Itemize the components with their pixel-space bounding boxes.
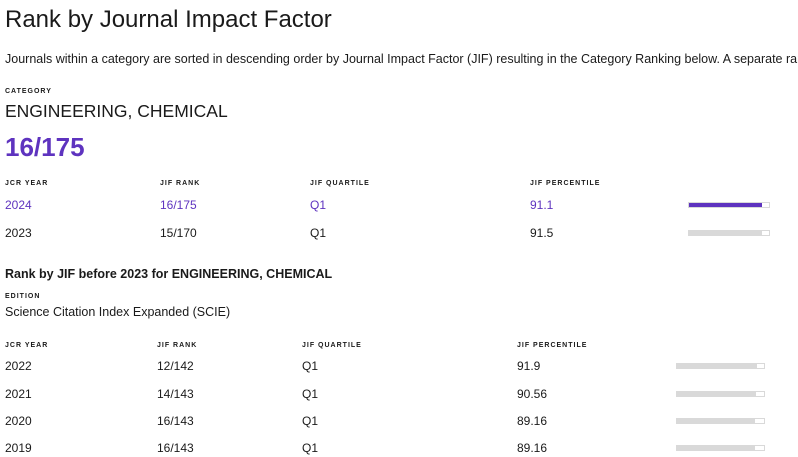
column-header: JCR YEAR bbox=[5, 342, 49, 349]
percentile-bar-fill bbox=[689, 231, 763, 235]
cell-rank: 16/143 bbox=[157, 414, 194, 428]
page-title: Rank by Journal Impact Factor bbox=[5, 6, 332, 33]
section-heading: Rank by JIF before 2023 for ENGINEERING,… bbox=[5, 267, 333, 281]
column-header: JIF PERCENTILE bbox=[517, 342, 588, 349]
cell-rank: 16/143 bbox=[157, 441, 194, 455]
percentile-bar-fill bbox=[677, 446, 755, 450]
cell-year: 2024 bbox=[5, 198, 32, 212]
cell-rank: 15/170 bbox=[160, 226, 197, 240]
cell-quartile: Q1 bbox=[302, 359, 319, 373]
percentile-bar bbox=[676, 445, 765, 451]
cell-percentile: 89.16 bbox=[517, 414, 548, 428]
cell-quartile: Q1 bbox=[310, 226, 327, 240]
cell-rank: 16/175 bbox=[160, 198, 197, 212]
cell-rank: 12/142 bbox=[157, 359, 194, 373]
cell-rank: 14/143 bbox=[157, 387, 194, 401]
edition-label: EDITION bbox=[5, 293, 41, 300]
category-name: ENGINEERING, CHEMICAL bbox=[5, 101, 228, 121]
cell-percentile: 91.1 bbox=[530, 198, 554, 212]
percentile-bar-fill bbox=[677, 364, 757, 368]
column-header: JCR YEAR bbox=[5, 180, 49, 187]
column-header: JIF PERCENTILE bbox=[530, 180, 601, 187]
cell-percentile: 91.5 bbox=[530, 226, 554, 240]
cell-year: 2019 bbox=[5, 441, 32, 455]
cell-quartile: Q1 bbox=[310, 198, 327, 212]
cell-quartile: Q1 bbox=[302, 441, 319, 455]
cell-quartile: Q1 bbox=[302, 414, 319, 428]
percentile-bar bbox=[676, 363, 765, 369]
percentile-bar bbox=[688, 202, 770, 208]
category-label: CATEGORY bbox=[5, 88, 52, 95]
column-header: JIF QUARTILE bbox=[310, 180, 370, 187]
cell-year: 2023 bbox=[5, 226, 32, 240]
cell-percentile: 89.16 bbox=[517, 441, 548, 455]
column-header: JIF RANK bbox=[160, 180, 201, 187]
cell-percentile: 90.56 bbox=[517, 387, 548, 401]
percentile-bar-fill bbox=[689, 203, 762, 207]
edition-name: Science Citation Index Expanded (SCIE) bbox=[5, 305, 231, 319]
percentile-bar bbox=[688, 230, 770, 236]
cell-year: 2020 bbox=[5, 414, 32, 428]
description: Journals within a category are sorted in… bbox=[5, 52, 798, 66]
column-header: JIF RANK bbox=[157, 342, 198, 349]
cell-year: 2022 bbox=[5, 359, 32, 373]
percentile-bar-fill bbox=[677, 419, 755, 423]
cell-year: 2021 bbox=[5, 387, 32, 401]
percentile-bar bbox=[676, 418, 765, 424]
percentile-bar bbox=[676, 391, 765, 397]
cell-percentile: 91.9 bbox=[517, 359, 541, 373]
cell-quartile: Q1 bbox=[302, 387, 319, 401]
column-header: JIF QUARTILE bbox=[302, 342, 362, 349]
percentile-bar-fill bbox=[677, 392, 756, 396]
current-rank: 16/175 bbox=[5, 132, 85, 162]
